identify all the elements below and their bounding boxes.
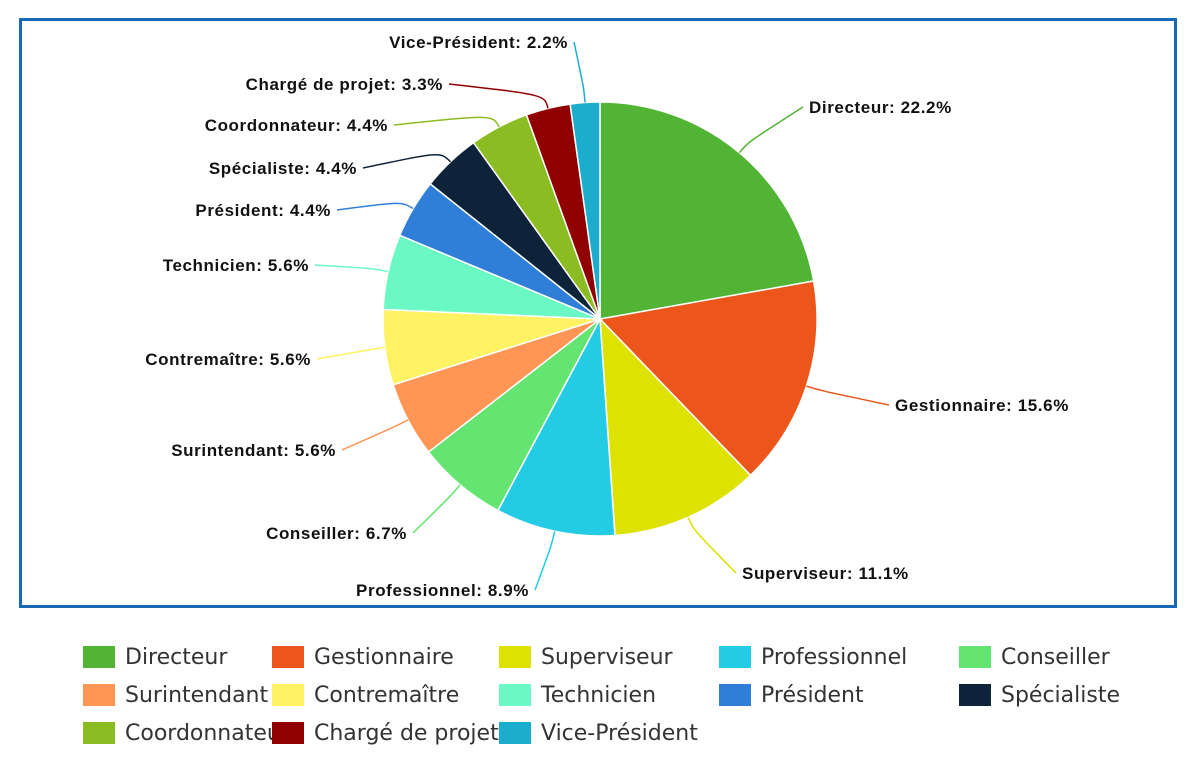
pie-slice-gestionnaire[interactable]	[598, 280, 818, 477]
legend-label: Président	[761, 682, 864, 708]
connector-charge-de-projet	[448, 83, 549, 109]
legend-label: Technicien	[541, 682, 657, 708]
legend-label: Contremaître	[314, 682, 460, 708]
connector-coordonnateur	[393, 116, 500, 128]
legend-item-charge-de-projet[interactable]: Chargé de projet	[272, 719, 499, 747]
legend-item-professionnel[interactable]: Professionnel	[719, 643, 907, 671]
slice-label-contremaitre: Contremaître: 5.6%	[145, 350, 311, 369]
slice-label-technicien: Technicien: 5.6%	[163, 256, 309, 275]
legend-swatch	[499, 646, 531, 668]
legend-item-president[interactable]: Président	[719, 681, 864, 709]
legend-swatch	[272, 684, 304, 706]
legend-label: Surintendant	[125, 682, 269, 708]
connector-conseiller	[412, 484, 461, 534]
slice-label-president: Président: 4.4%	[195, 201, 331, 220]
legend-label: Gestionnaire	[314, 644, 454, 670]
slice-labels: Directeur: 22.2% Gestionnaire: 15.6% Super…	[145, 33, 1069, 600]
legend-swatch	[959, 646, 991, 668]
legend-swatch	[83, 722, 115, 744]
legend-label: Vice-Président	[541, 720, 698, 746]
connector-surintendant	[341, 419, 409, 451]
legend-label: Spécialiste	[1001, 682, 1121, 708]
connector-professionnel	[534, 531, 556, 591]
slice-label-directeur: Directeur: 22.2%	[809, 98, 952, 117]
legend-item-coordonnateur[interactable]: Coordonnateur	[83, 719, 290, 747]
slice-label-superviseur: Superviseur: 11.1%	[742, 564, 909, 583]
legend-item-specialiste[interactable]: Spécialiste	[959, 681, 1120, 709]
slice-label-coordonnateur: Coordonnateur: 4.4%	[205, 116, 388, 135]
slice-label-conseiller: Conseiller: 6.7%	[266, 524, 407, 543]
legend-label: Conseiller	[1001, 644, 1110, 670]
legend-item-superviseur[interactable]: Superviseur	[499, 643, 673, 671]
chart-frame: Directeur: 22.2% Gestionnaire: 15.6% Super…	[19, 18, 1177, 608]
connector-contremaitre	[316, 346, 386, 360]
legend-swatch	[272, 722, 304, 744]
legend-swatch	[499, 722, 531, 744]
slice-label-gestionnaire: Gestionnaire: 15.6%	[895, 396, 1069, 415]
pie-slice-directeur[interactable]	[599, 101, 815, 320]
connector-technicien	[314, 264, 389, 273]
connector-president	[336, 202, 414, 211]
pie-slice-superviseur[interactable]	[599, 316, 752, 537]
legend-item-directeur[interactable]: Directeur	[83, 643, 227, 671]
legend-swatch	[719, 646, 751, 668]
legend-item-surintendant[interactable]: Surintendant	[83, 681, 268, 709]
legend-swatch	[83, 684, 115, 706]
legend-item-contremaitre[interactable]: Contremaître	[272, 681, 459, 709]
legend-swatch	[272, 646, 304, 668]
legend-swatch	[959, 684, 991, 706]
legend-label: Professionnel	[761, 644, 908, 670]
label-connectors	[314, 41, 890, 591]
connector-vice-president	[573, 41, 586, 103]
slice-label-professionnel: Professionnel: 8.9%	[356, 581, 529, 600]
connector-gestionnaire	[806, 385, 890, 406]
legend-swatch	[83, 646, 115, 668]
connector-specialiste	[362, 154, 452, 169]
pie-slice-vice-president[interactable]	[569, 101, 601, 320]
legend-label: Directeur	[125, 644, 228, 670]
legend-swatch	[499, 684, 531, 706]
slice-label-specialiste: Spécialiste: 4.4%	[209, 159, 357, 178]
legend-item-gestionnaire[interactable]: Gestionnaire	[272, 643, 454, 671]
pie-slices	[382, 101, 818, 537]
pie-chart: Directeur: 22.2% Gestionnaire: 15.6% Super…	[145, 33, 1069, 600]
connector-superviseur	[687, 516, 737, 574]
legend-item-conseiller[interactable]: Conseiller	[959, 643, 1110, 671]
slice-label-vice-president: Vice-Président: 2.2%	[389, 33, 568, 52]
slice-label-surintendant: Surintendant: 5.6%	[171, 441, 336, 460]
legend-item-technicien[interactable]: Technicien	[499, 681, 656, 709]
legend-item-vice-president[interactable]: Vice-Président	[499, 719, 698, 747]
connector-directeur	[738, 106, 804, 154]
legend-swatch	[719, 684, 751, 706]
legend-label: Chargé de projet	[314, 720, 499, 746]
slice-label-charge-de-projet: Chargé de projet: 3.3%	[246, 75, 443, 94]
legend-label: Superviseur	[541, 644, 673, 670]
legend-label: Coordonnateur	[125, 720, 290, 746]
